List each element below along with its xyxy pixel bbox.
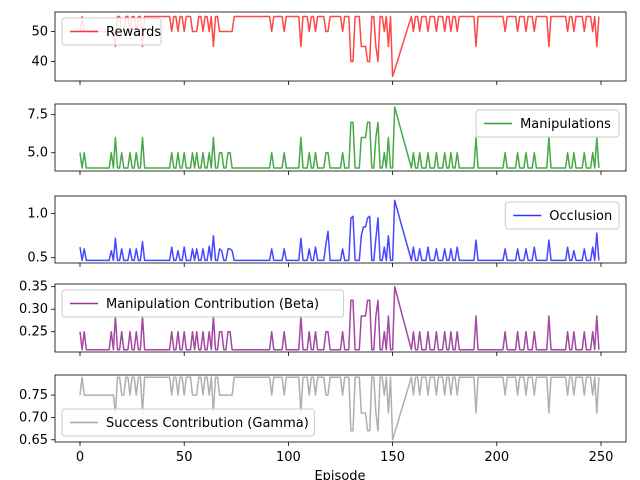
legend-label: Success Contribution (Gamma): [106, 416, 309, 431]
x-tick-label: 50: [176, 450, 193, 465]
legend-4: Manipulation Contribution (Beta): [61, 289, 345, 318]
axes-frame-4: [54, 283, 627, 353]
axes-frame-1: [54, 11, 627, 82]
y-tick-label: 1.0: [27, 207, 48, 222]
legend-2: Manipulations: [475, 109, 620, 138]
y-tick-label: 0.65: [19, 433, 48, 448]
subplot-4: 0.25 0.30 0.35 Manipulation Contribution (B…: [19, 280, 627, 356]
y-tick-label: 50: [31, 25, 48, 40]
series-line-3: [79, 199, 600, 262]
x-tick-label: 100: [276, 450, 301, 465]
x-tick-label: 200: [484, 450, 509, 465]
legend-box: [504, 201, 620, 230]
axes-frame-3: [54, 195, 627, 264]
series-line-2: [79, 106, 600, 169]
series-line-1: [79, 15, 600, 78]
subplot-5: 0.65 0.70 0.75 0 50 100 150 200 250 Success Contr…: [19, 374, 627, 465]
legend-label: Manipulations: [520, 117, 611, 132]
x-tick-label: 250: [589, 450, 614, 465]
legend-box: [475, 109, 620, 138]
axes-frame-2: [54, 103, 627, 172]
y-tick-label: 0.30: [19, 302, 48, 317]
y-tick-label: 0.5: [27, 251, 48, 266]
y-tick-label: 5.0: [27, 146, 48, 161]
subplot-3: 0.5 1.0 Occlusion: [27, 195, 627, 267]
x-tick-label: 0: [76, 450, 84, 465]
legend-5: Success Contribution (Gamma): [61, 408, 315, 437]
legend-3: Occlusion: [504, 201, 620, 230]
y-tick-label: 0.35: [19, 280, 48, 295]
legend-label: Rewards: [106, 25, 161, 40]
legend-box: [61, 17, 162, 46]
y-tick-label: 7.5: [27, 108, 48, 123]
series-line-5: [79, 376, 600, 441]
legend-label: Occlusion: [549, 209, 612, 224]
subplot-1: 40 50 Rewards: [31, 11, 627, 85]
axes-frame-5: [54, 374, 627, 443]
y-tick-label: 0.25: [19, 325, 48, 340]
y-tick-label: 0.70: [19, 410, 48, 425]
legend-box: [61, 408, 315, 437]
x-tick-label: 150: [380, 450, 405, 465]
x-axis-label: Episode: [314, 469, 365, 480]
legend-label: Manipulation Contribution (Beta): [106, 297, 319, 312]
legend-1: Rewards: [61, 17, 162, 46]
series-line-4: [79, 285, 600, 351]
y-tick-label: 40: [31, 55, 48, 70]
subplot-2: 5.0 7.5 Manipulations: [27, 103, 627, 175]
y-tick-label: 0.75: [19, 388, 48, 403]
legend-box: [61, 289, 345, 318]
